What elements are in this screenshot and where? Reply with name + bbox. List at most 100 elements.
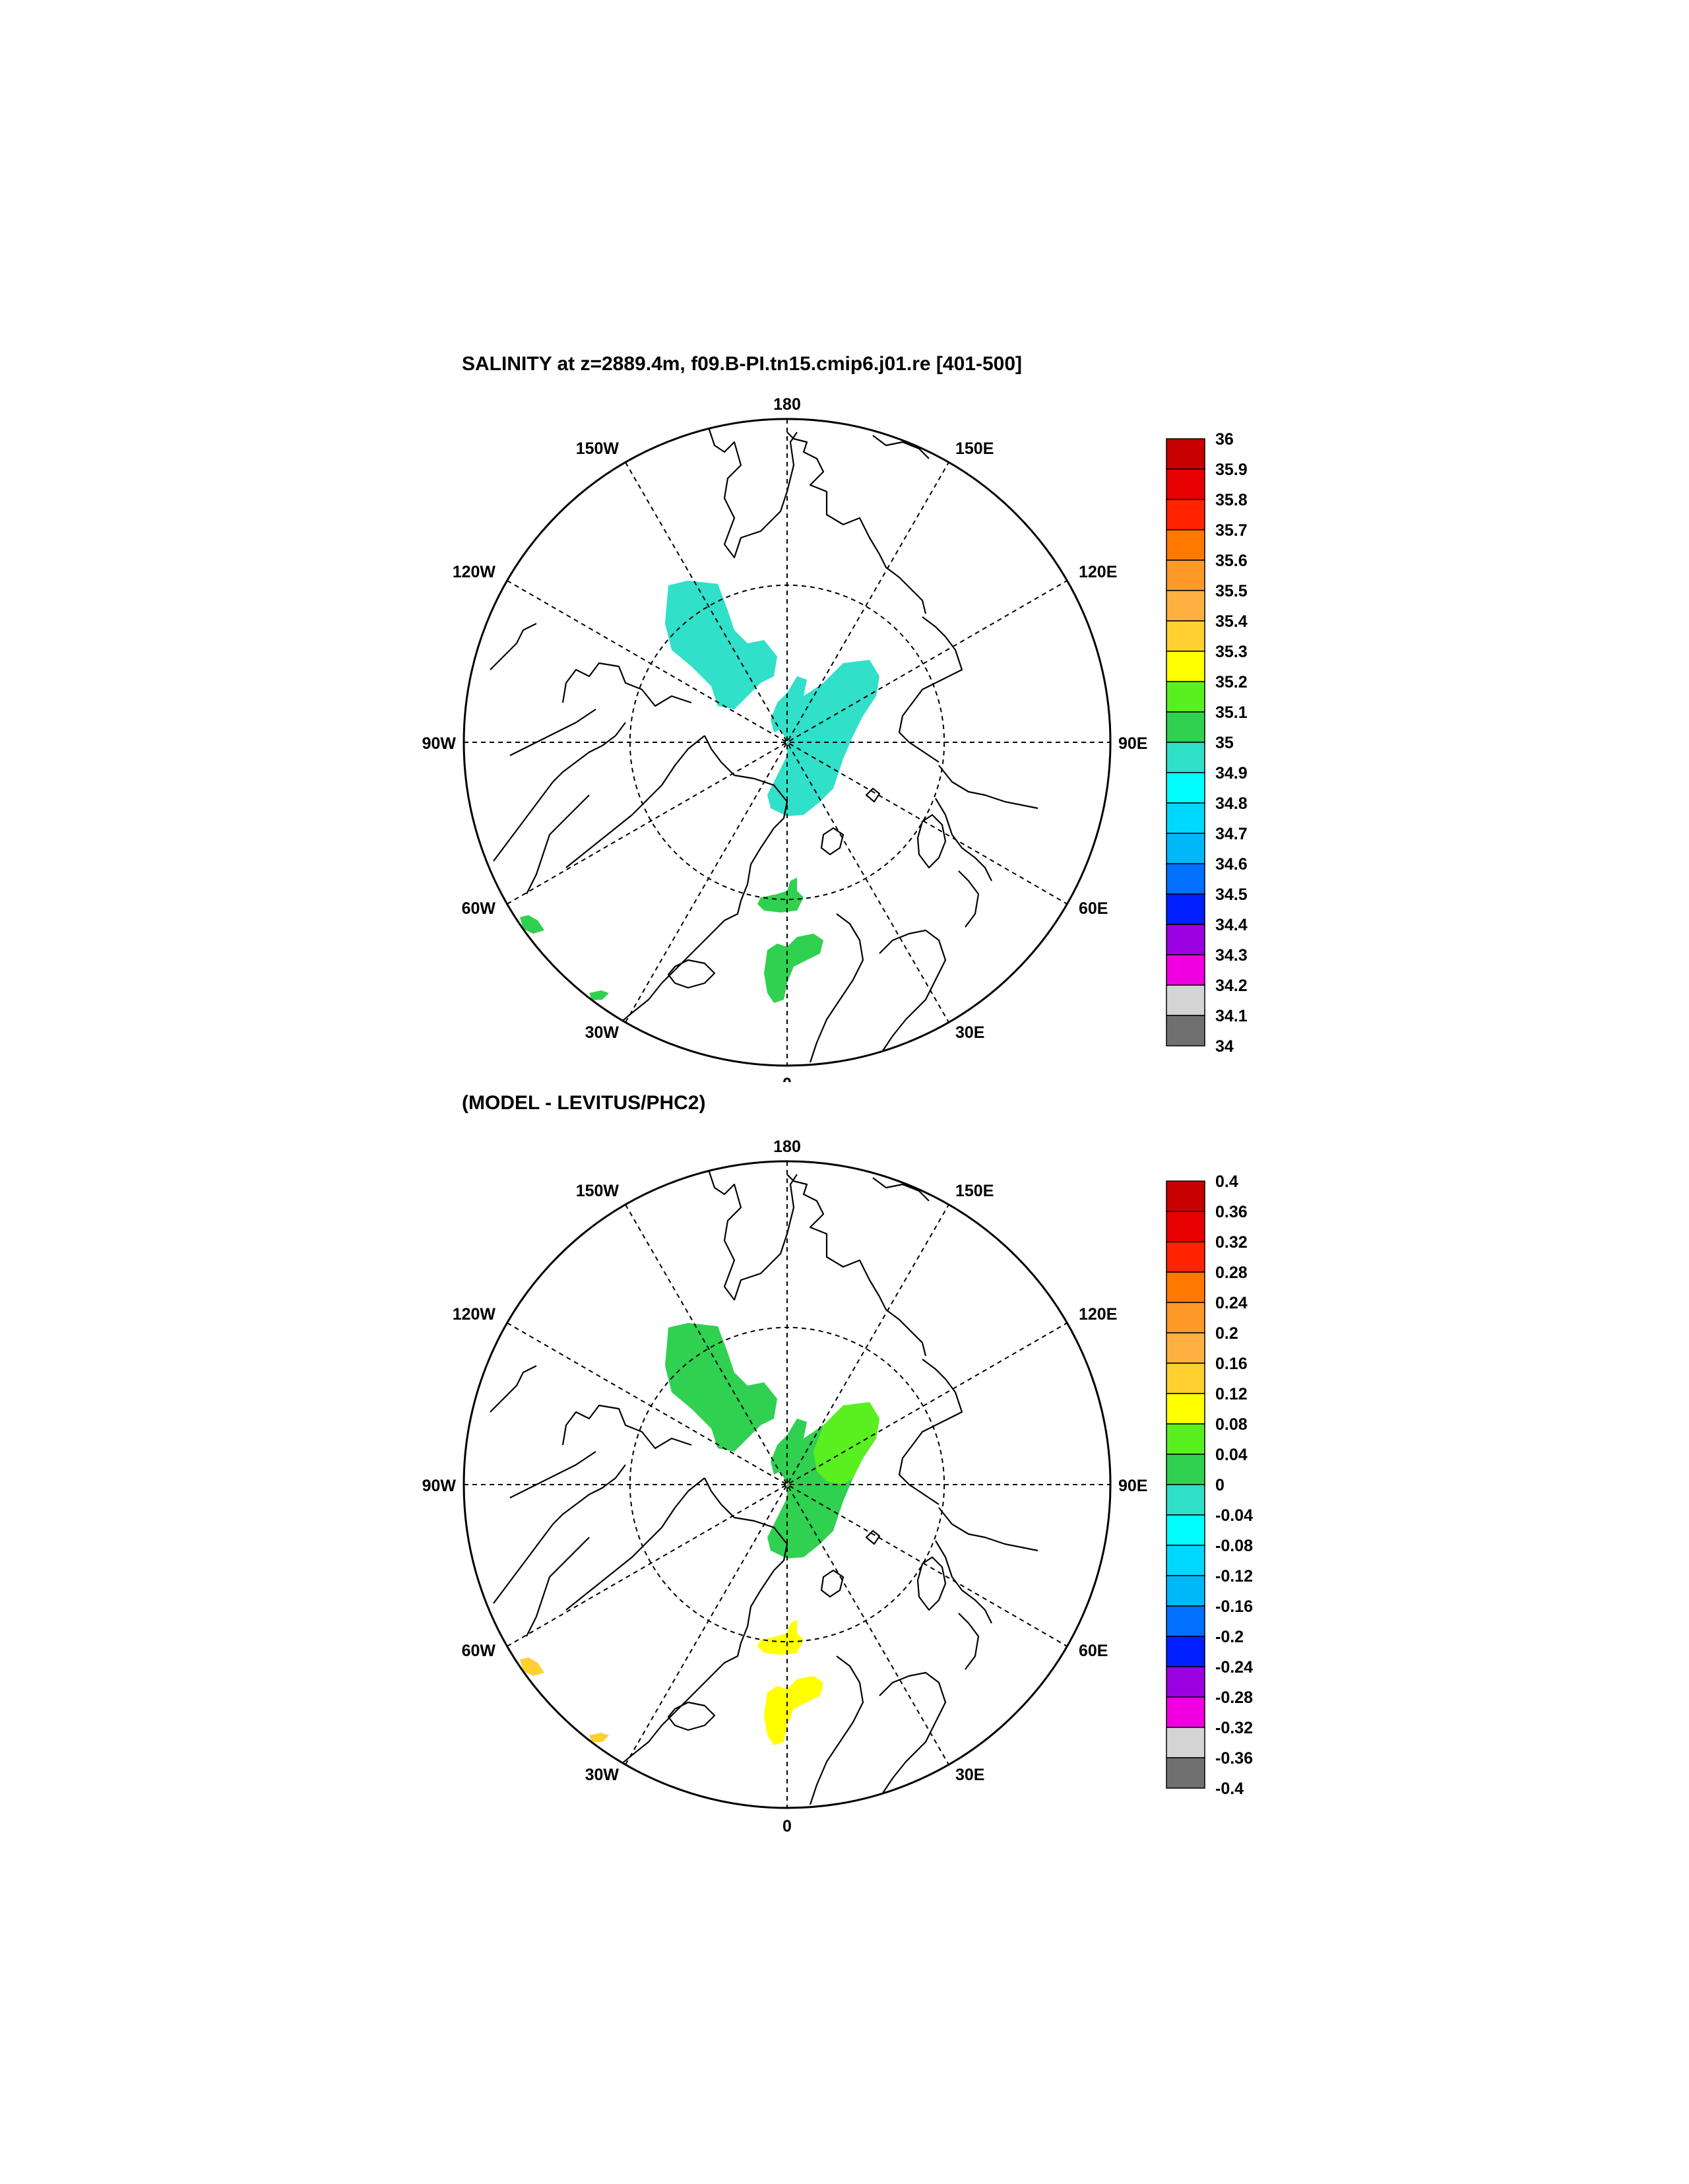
coastline-segment <box>674 827 775 971</box>
coastline-segment <box>809 913 864 1063</box>
coastline-segment <box>490 623 537 670</box>
map-interior <box>490 425 1038 1063</box>
colorbar-swatch <box>1166 1454 1205 1485</box>
longitude-label-top: 180 <box>773 1138 801 1156</box>
colorbar-label: 34.2 <box>1215 977 1248 995</box>
colorbar-label: 0.12 <box>1215 1385 1248 1403</box>
colorbar-swatch <box>1166 1211 1205 1242</box>
map-boundary <box>462 418 1112 1067</box>
map-panel-1: 180 0 90W 90E 150W 150E 120W 120E 60W 60E 30W 30E 36… <box>422 395 1248 1082</box>
anomaly-patch-eurasian-basin <box>767 660 879 816</box>
colorbar-swatch <box>1166 560 1205 591</box>
colorbar-swatch <box>1166 742 1205 773</box>
latitude-circle <box>629 1326 945 1643</box>
anomaly-patch-irminger-sea <box>589 1733 609 1743</box>
longitude-label-bottom: 0 <box>782 1075 792 1082</box>
coastline-segment <box>493 1524 554 1604</box>
colorbar-label: 0.4 <box>1215 1172 1238 1191</box>
longitude-label-nw_lower: 120W <box>453 563 496 581</box>
colorbar-label: -0.4 <box>1215 1780 1244 1798</box>
longitude-label-ne_upper: 150E <box>955 1182 994 1200</box>
colorbar-swatch <box>1166 499 1205 530</box>
longitude-label-se_upper: 60E <box>1079 1642 1108 1660</box>
anomaly-patch-canada-basin <box>665 1323 777 1452</box>
colorbar-label: 34 <box>1215 1037 1234 1056</box>
colorbar-label: 35 <box>1215 734 1234 752</box>
colorbar-swatch <box>1166 924 1205 955</box>
anomaly-patch-irminger-sea <box>589 990 609 1000</box>
colorbar-label: -0.32 <box>1215 1719 1253 1737</box>
colorbar-swatch <box>1166 620 1205 652</box>
coastline-segment <box>916 814 947 869</box>
coastline-segment <box>565 735 705 868</box>
anomaly-patch-eurasian-basin-north <box>813 1402 879 1485</box>
colorbar-label: 35.8 <box>1215 491 1248 509</box>
longitude-label-sw_lower: 30W <box>585 1766 620 1784</box>
colorbar-swatch <box>1166 1545 1205 1576</box>
coastline-segment <box>509 1451 596 1498</box>
coastline-segment <box>565 1477 705 1611</box>
coastline-segment <box>938 1507 1038 1552</box>
colorbar-label: 34.1 <box>1215 1007 1248 1025</box>
colorbar-label: 35.3 <box>1215 643 1248 661</box>
colorbar-swatch <box>1166 1514 1205 1546</box>
coastline-segment <box>898 1359 963 1505</box>
colorbar-label: 0.16 <box>1215 1355 1248 1373</box>
map-interior <box>490 1167 1038 1805</box>
colorbar-label: 35.5 <box>1215 582 1248 600</box>
longitude-label-bottom: 0 <box>782 1817 792 1836</box>
coastline-segment <box>490 1365 537 1413</box>
coastline-segment <box>704 1477 788 1571</box>
colorbar-swatch <box>1166 1605 1205 1637</box>
colorbar: 0.4 0.36 0.32 0.28 0.24 0.2 0.16 0.12 0.08 0.04 0 -… <box>1166 1172 1253 1798</box>
colorbar-swatch <box>1166 1271 1205 1303</box>
salinity-map: 180 0 90W 90E 150W 150E 120W 120E 60W 60E 30W 30E 36… <box>422 395 1248 1082</box>
latitude-circle <box>629 584 945 901</box>
map-panel-2: 180 0 90W 90E 150W 150E 120W 120E 60W 60E 30W 30E 0.… <box>422 1138 1253 1836</box>
colorbar-swatch <box>1166 1332 1205 1364</box>
colorbar-swatch <box>1166 1423 1205 1455</box>
colorbar-swatch <box>1166 1180 1205 1212</box>
colorbar-label: -0.08 <box>1215 1537 1253 1555</box>
colorbar-label: 35.9 <box>1215 461 1248 479</box>
colorbar-label: 34.9 <box>1215 764 1248 783</box>
anomaly-patch-labrador-sea <box>520 915 544 934</box>
coastline-segment <box>820 827 844 856</box>
map-boundary <box>462 1160 1112 1809</box>
colorbar-swatch <box>1166 1241 1205 1273</box>
coastline-segment <box>509 709 596 756</box>
colorbar-swatch <box>1166 1484 1205 1516</box>
longitude-label-right: 90E <box>1118 734 1147 753</box>
longitude-label-se_lower: 30E <box>955 1766 984 1784</box>
coastline-segment <box>526 1537 590 1637</box>
colorbar-label: 35.4 <box>1215 612 1248 631</box>
coastline-segment <box>552 722 626 783</box>
colorbar-label: 35.6 <box>1215 552 1248 570</box>
colorbar-label: 34.6 <box>1215 855 1248 874</box>
longitude-label-nw_lower: 120W <box>453 1305 496 1324</box>
anomaly-patch-greenland-sea <box>764 1676 823 1745</box>
coastline-segment <box>872 1177 930 1202</box>
colorbar-label: 0.08 <box>1215 1415 1248 1434</box>
coastline-segment <box>872 435 930 459</box>
longitude-label-sw_lower: 30W <box>585 1023 620 1042</box>
coastline-segment <box>526 794 590 895</box>
colorbar-label: 0 <box>1215 1476 1225 1494</box>
colorbar-label: -0.36 <box>1215 1749 1253 1768</box>
colorbar-swatch <box>1166 590 1205 622</box>
coastline-segment <box>865 1529 881 1545</box>
coastline-segment <box>493 781 554 862</box>
colorbar-label: -0.2 <box>1215 1628 1244 1646</box>
coastline-segment <box>935 1540 992 1624</box>
coastline-segment <box>612 969 676 1030</box>
coastline-segment <box>674 1570 775 1713</box>
coastline-segment <box>707 425 798 559</box>
coastline-segment <box>667 1701 716 1731</box>
colorbar-swatch <box>1166 529 1205 561</box>
colorbar-swatch <box>1166 802 1205 834</box>
colorbar-swatch <box>1166 1757 1205 1789</box>
longitude-label-ne_lower: 120E <box>1079 563 1117 581</box>
longitude-label-sw_upper: 60W <box>462 1642 496 1660</box>
colorbar-swatch <box>1166 1636 1205 1667</box>
